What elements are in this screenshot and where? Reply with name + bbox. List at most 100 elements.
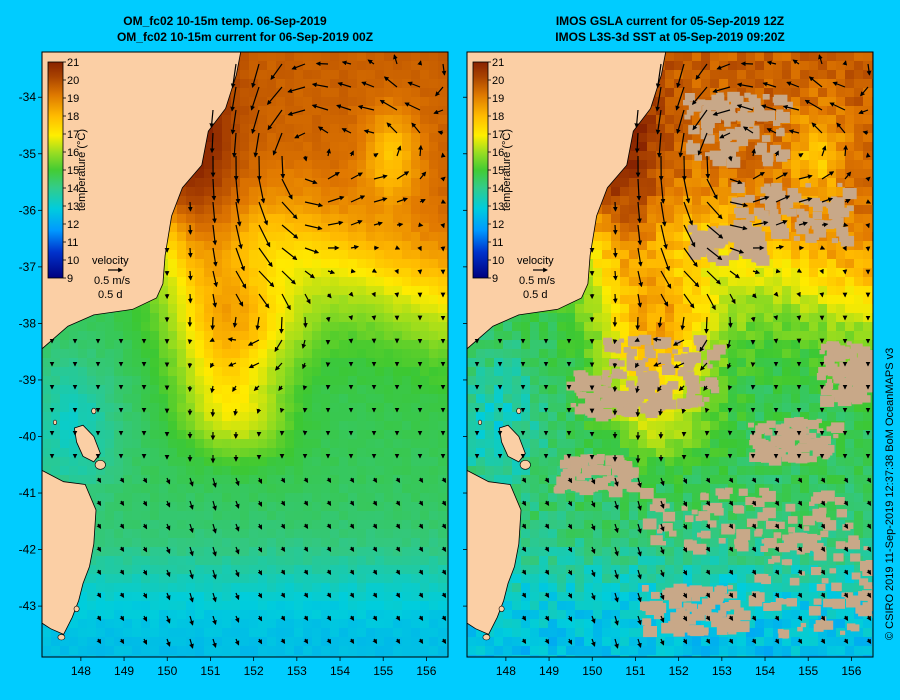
current-vector (210, 385, 215, 394)
current-vector (751, 592, 757, 599)
current-vector (751, 638, 757, 645)
current-vector (792, 59, 800, 65)
current-vector (248, 362, 260, 369)
colorbar-tick-label: 19 (67, 93, 79, 105)
current-vector (189, 592, 194, 603)
current-vector (775, 172, 788, 180)
current-vector (211, 178, 217, 201)
current-vector (257, 523, 263, 530)
right-map-frame (466, 51, 874, 658)
current-vector (866, 500, 872, 507)
current-vector (612, 270, 618, 281)
current-vector (441, 500, 447, 507)
current-vector (751, 477, 757, 484)
current-vector (752, 195, 770, 203)
current-vector (317, 126, 329, 134)
left-lat-ticks: -34 -35 -36 -37 -38 -39 -40 -41 -42 -43 (19, 90, 42, 613)
current-vector (257, 638, 263, 645)
current-vector (303, 569, 309, 576)
current-vector (866, 569, 872, 576)
current-vector (281, 178, 293, 200)
current-vector (866, 477, 872, 484)
current-vector (417, 60, 423, 66)
current-vector (142, 569, 148, 576)
current-vector (843, 500, 849, 507)
velocity-key-speed: 0.5 m/s (519, 275, 556, 287)
current-vector (212, 201, 217, 224)
current-vector (659, 638, 665, 646)
current-vector (383, 76, 398, 88)
current-vector (774, 569, 780, 576)
current-vector (96, 546, 102, 553)
current-vector (302, 155, 308, 162)
current-vector (774, 615, 780, 622)
colorbar-tick-label: 14 (67, 183, 79, 195)
colorbar-tick-label: 11 (67, 237, 78, 249)
current-vector (96, 523, 102, 530)
current-vector (660, 270, 672, 289)
current-vector (728, 592, 734, 599)
lon-tick-label: 148 (71, 664, 91, 678)
current-vector (304, 293, 311, 305)
current-vector (729, 293, 736, 305)
current-vector (818, 54, 823, 65)
current-vector (634, 337, 640, 342)
current-vector (660, 293, 669, 307)
current-vector (676, 63, 685, 89)
current-vector (311, 104, 329, 111)
current-vector (727, 362, 732, 370)
current-vector (637, 523, 642, 534)
current-vector (590, 523, 596, 531)
current-vector (301, 339, 307, 349)
current-vector (866, 523, 872, 530)
current-vector (119, 638, 125, 645)
current-vector (326, 477, 332, 484)
current-vector (327, 195, 345, 203)
current-vector (281, 293, 291, 311)
current-vector (614, 592, 619, 603)
current-vector (634, 132, 640, 154)
current-vector (544, 569, 550, 576)
current-vector (683, 178, 691, 204)
current-vector (699, 362, 708, 371)
current-vector (349, 546, 355, 553)
current-vector (726, 339, 732, 349)
current-vector (187, 247, 193, 258)
colorbar-tick-label: 10 (492, 255, 504, 267)
current-vector (751, 148, 756, 157)
current-vector (440, 222, 445, 229)
current-vector (798, 197, 813, 203)
current-vector (860, 86, 869, 97)
current-vector (865, 222, 870, 229)
current-vector (637, 615, 642, 626)
current-vector (395, 523, 401, 530)
current-vector (752, 171, 765, 180)
current-vector (637, 293, 643, 308)
current-vector (683, 201, 694, 226)
current-vector (836, 122, 846, 134)
current-vector (441, 477, 447, 484)
current-vector (235, 477, 240, 487)
current-vector (280, 569, 286, 576)
current-vector (257, 615, 263, 622)
current-vector (326, 293, 332, 299)
current-vector (303, 500, 309, 507)
current-vector (304, 201, 324, 208)
current-vector (653, 362, 662, 367)
right-lat-ticks (463, 96, 467, 607)
current-vector (751, 523, 757, 530)
current-vector (719, 132, 731, 139)
current-vector (675, 86, 685, 111)
current-vector (395, 592, 401, 599)
colorbar-scale (472, 61, 489, 279)
current-vector (349, 615, 355, 622)
current-vector (258, 178, 266, 204)
current-vector (804, 99, 823, 111)
colorbar-tick-label: 20 (492, 75, 504, 87)
current-vector (280, 615, 286, 622)
current-vector (281, 224, 299, 239)
current-vector (372, 638, 378, 645)
current-vector (682, 523, 688, 530)
current-vector (775, 195, 791, 203)
current-vector (652, 337, 662, 342)
